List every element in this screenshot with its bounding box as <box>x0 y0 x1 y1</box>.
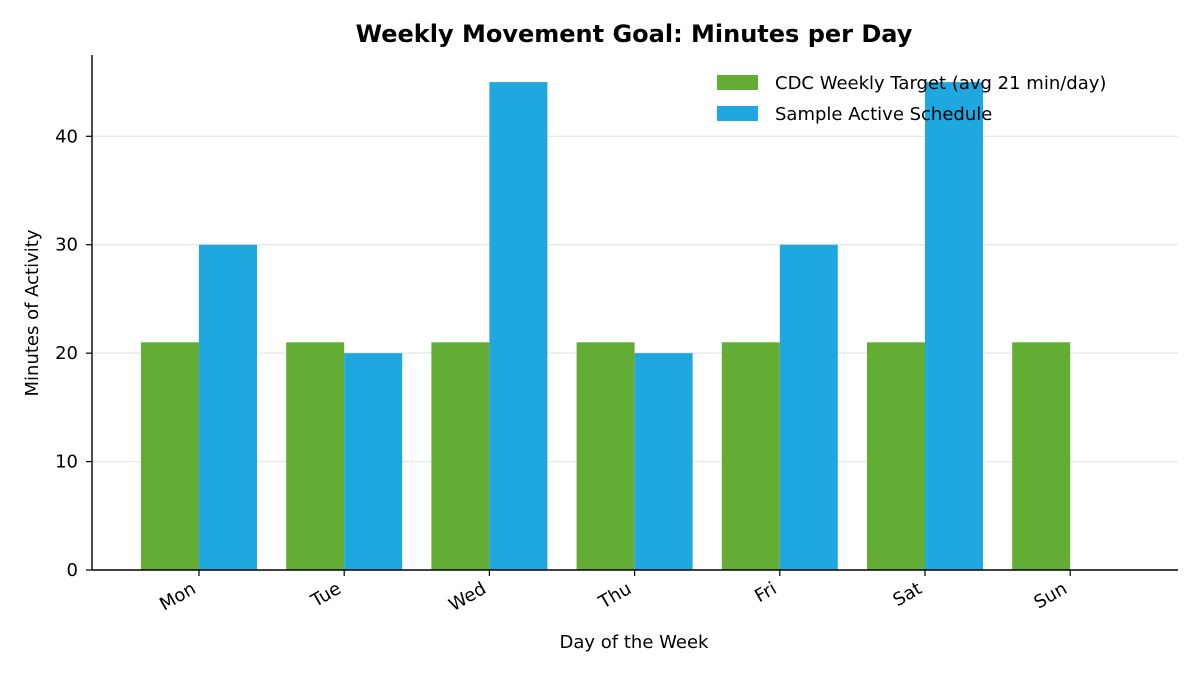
bars <box>141 82 1071 571</box>
x-tick-label-thu: Thu <box>594 578 635 614</box>
bar-schedule-mon <box>199 244 257 570</box>
bar-target-sat <box>867 342 925 570</box>
y-tick-label-4: 40 <box>55 126 78 147</box>
legend-label-target: CDC Weekly Target (avg 21 min/day) <box>775 73 1106 94</box>
legend-label-schedule: Sample Active Schedule <box>775 104 992 125</box>
bar-target-wed <box>431 342 490 570</box>
x-tick-label-fri: Fri <box>751 578 780 607</box>
bar-target-tue <box>286 342 345 570</box>
legend-swatch-schedule <box>717 106 758 121</box>
bar-schedule-sat <box>925 82 983 571</box>
x-tick-label-mon: Mon <box>156 578 199 615</box>
x-tick-label-tue: Tue <box>307 578 345 612</box>
y-tick-label-1: 10 <box>55 452 78 473</box>
y-tick-label-2: 20 <box>55 343 78 364</box>
x-tick-label-wed: Wed <box>445 578 489 616</box>
y-tick-label-0: 0 <box>67 560 78 581</box>
bar-schedule-thu <box>634 353 693 570</box>
x-tick-label-sun: Sun <box>1031 578 1071 613</box>
x-axis-label: Day of the Week <box>560 632 709 653</box>
chart-title: Weekly Movement Goal: Minutes per Day <box>356 20 913 48</box>
x-tick-label-sat: Sat <box>889 578 925 611</box>
axes <box>86 55 1178 576</box>
bar-schedule-fri <box>779 244 838 570</box>
bar-target-mon <box>141 342 199 570</box>
legend-swatch-target <box>717 75 758 90</box>
bar-target-thu <box>576 342 635 570</box>
y-tick-label-3: 30 <box>55 235 78 256</box>
bar-schedule-wed <box>489 82 548 571</box>
bar-target-fri <box>721 342 780 570</box>
bar-target-sun <box>1012 342 1071 570</box>
y-axis-label: Minutes of Activity <box>22 229 43 396</box>
bar-schedule-tue <box>344 353 403 570</box>
legend: CDC Weekly Target (avg 21 min/day) Sample… <box>717 73 1106 125</box>
